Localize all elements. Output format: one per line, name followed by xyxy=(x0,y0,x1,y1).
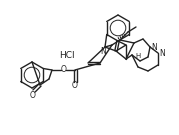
Text: O: O xyxy=(72,82,78,90)
Text: H: H xyxy=(135,53,141,59)
Text: HCl: HCl xyxy=(59,50,75,60)
Text: N: N xyxy=(151,43,157,51)
Text: O: O xyxy=(30,90,36,99)
Text: N: N xyxy=(100,46,106,55)
Text: N: N xyxy=(159,48,165,58)
Text: O: O xyxy=(61,65,67,75)
